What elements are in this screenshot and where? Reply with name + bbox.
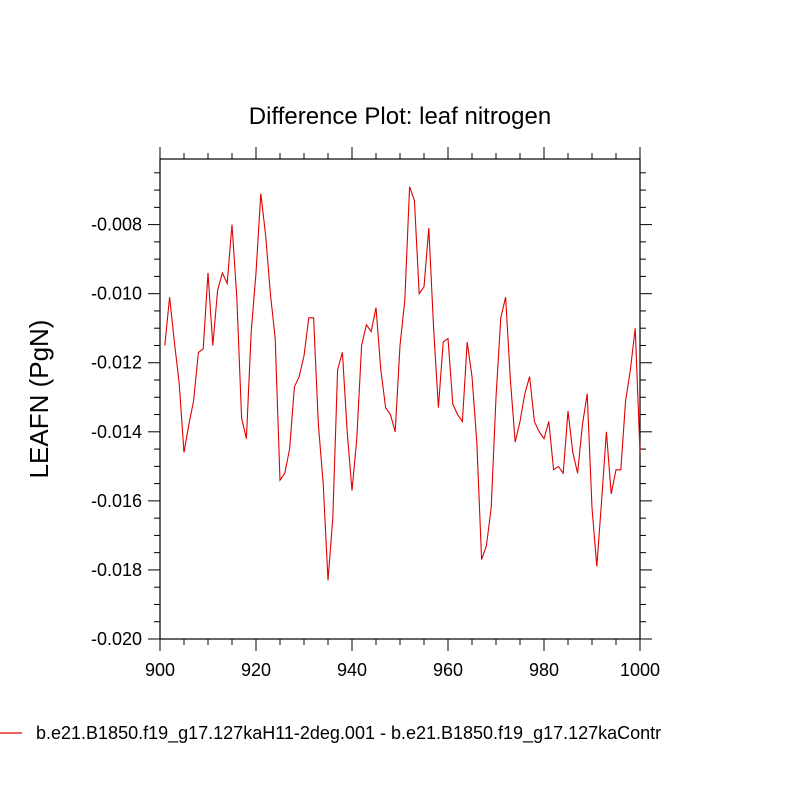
y-tick-label: -0.016 [91,491,142,511]
x-tick-label: 960 [433,660,463,680]
y-tick-label: -0.014 [91,422,142,442]
axis-ticks: 900 920 940 960 980 1000 -0.020 -0.018 -0.016 -0.… [91,147,660,680]
y-tick-label: -0.012 [91,353,142,373]
y-axis-label: LEAFN (PgN) [24,320,54,479]
y-tick-label: -0.010 [91,284,142,304]
x-tick-label: 980 [529,660,559,680]
x-tick-label: 920 [241,660,271,680]
x-tick-label: 940 [337,660,367,680]
chart-title: Difference Plot: leaf nitrogen [249,103,551,130]
series-layer [164,186,641,581]
y-tick-label: -0.020 [91,629,142,649]
x-tick-label: 900 [145,660,175,680]
series-line-0 [164,186,641,581]
x-tick-label: 1000 [620,660,660,680]
y-tick-label: -0.018 [91,560,142,580]
legend: b.e21.B1850.f19_g17.127kaH11-2deg.001 - … [0,723,661,744]
y-tick-label: -0.008 [91,215,142,235]
legend-label: b.e21.B1850.f19_g17.127kaH11-2deg.001 - … [36,723,661,744]
